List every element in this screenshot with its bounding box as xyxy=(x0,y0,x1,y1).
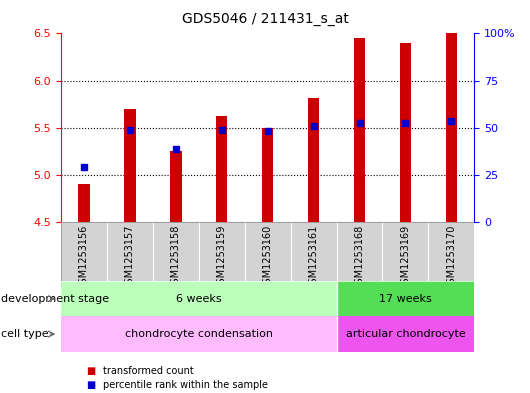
Bar xyxy=(245,222,290,281)
Text: GSM1253170: GSM1253170 xyxy=(446,225,456,290)
Bar xyxy=(153,222,199,281)
Bar xyxy=(262,128,273,222)
Text: GSM1253160: GSM1253160 xyxy=(263,225,272,290)
Text: articular chondrocyte: articular chondrocyte xyxy=(346,329,465,339)
Bar xyxy=(400,43,411,222)
Bar xyxy=(337,222,383,281)
Bar xyxy=(78,184,90,222)
Bar xyxy=(124,109,136,222)
Text: development stage: development stage xyxy=(1,294,109,304)
Text: 17 weeks: 17 weeks xyxy=(379,294,432,304)
Bar xyxy=(383,222,428,281)
Bar xyxy=(61,222,107,281)
Text: GSM1253156: GSM1253156 xyxy=(79,225,89,290)
Bar xyxy=(308,97,319,222)
Text: 6 weeks: 6 weeks xyxy=(176,294,222,304)
Bar xyxy=(446,33,457,222)
Text: GSM1253157: GSM1253157 xyxy=(125,225,135,290)
Text: cell type: cell type xyxy=(1,329,49,339)
Text: GSM1253158: GSM1253158 xyxy=(171,225,181,290)
Text: GSM1253169: GSM1253169 xyxy=(401,225,410,290)
Bar xyxy=(337,316,474,352)
Text: GDS5046 / 211431_s_at: GDS5046 / 211431_s_at xyxy=(182,12,348,26)
Text: percentile rank within the sample: percentile rank within the sample xyxy=(103,380,268,390)
Text: chondrocyte condensation: chondrocyte condensation xyxy=(125,329,273,339)
Bar xyxy=(290,222,337,281)
Bar xyxy=(199,222,245,281)
Text: GSM1253168: GSM1253168 xyxy=(355,225,365,290)
Bar xyxy=(61,281,337,316)
Text: ■: ■ xyxy=(87,380,100,390)
Bar xyxy=(337,281,474,316)
Text: ■: ■ xyxy=(87,366,100,376)
Text: transformed count: transformed count xyxy=(103,366,194,376)
Text: GSM1253161: GSM1253161 xyxy=(308,225,319,290)
Text: GSM1253159: GSM1253159 xyxy=(217,225,227,290)
Bar xyxy=(61,316,337,352)
Bar xyxy=(170,151,182,222)
Bar xyxy=(354,38,365,222)
Bar xyxy=(428,222,474,281)
Bar xyxy=(107,222,153,281)
Bar xyxy=(216,116,227,222)
